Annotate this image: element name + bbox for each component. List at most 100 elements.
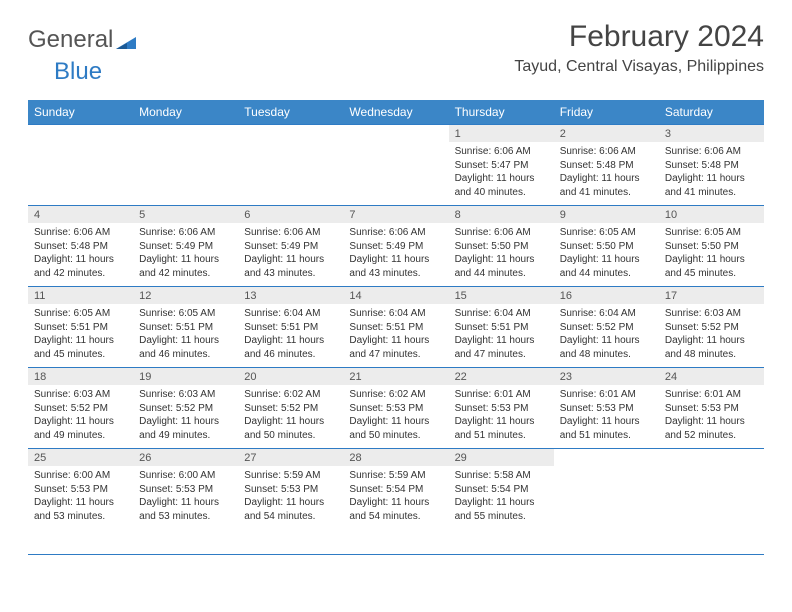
day-info-line: and 43 minutes. [244,267,337,281]
day-info-line: Sunset: 5:48 PM [560,159,653,173]
day-info-line: Sunrise: 6:06 AM [349,226,442,240]
day-content: Sunrise: 6:05 AMSunset: 5:51 PMDaylight:… [133,304,238,367]
day-content: Sunrise: 6:03 AMSunset: 5:52 PMDaylight:… [659,304,764,367]
day-info-line: Sunrise: 6:02 AM [349,388,442,402]
day-info-line: Sunset: 5:52 PM [139,402,232,416]
day-info-line: Sunset: 5:53 PM [455,402,548,416]
day-content: Sunrise: 5:59 AMSunset: 5:54 PMDaylight:… [343,466,448,529]
calendar-week-row: 18Sunrise: 6:03 AMSunset: 5:52 PMDayligh… [28,368,764,449]
day-info-line: Daylight: 11 hours [665,334,758,348]
day-info-line: Daylight: 11 hours [455,253,548,267]
day-info-line: Daylight: 11 hours [349,496,442,510]
day-info-line: Sunset: 5:53 PM [349,402,442,416]
day-info-line: Sunset: 5:51 PM [244,321,337,335]
calendar-day-cell [28,125,133,206]
day-info-line: and 55 minutes. [455,510,548,524]
calendar-day-cell [659,449,764,530]
day-info-line: Daylight: 11 hours [349,253,442,267]
day-number [659,449,764,466]
day-number: 14 [343,287,448,304]
day-info-line: Sunset: 5:49 PM [244,240,337,254]
day-info-line: Daylight: 11 hours [139,415,232,429]
day-number [28,125,133,142]
day-number: 21 [343,368,448,385]
day-info-line: Daylight: 11 hours [455,415,548,429]
calendar-day-cell: 29Sunrise: 5:58 AMSunset: 5:54 PMDayligh… [449,449,554,530]
day-info-line: Daylight: 11 hours [665,172,758,186]
day-number: 13 [238,287,343,304]
day-number [343,125,448,142]
day-info-line: and 49 minutes. [139,429,232,443]
calendar-day-cell: 7Sunrise: 6:06 AMSunset: 5:49 PMDaylight… [343,206,448,287]
day-info-line: Sunrise: 6:03 AM [139,388,232,402]
day-header: Saturday [659,100,764,125]
day-info-line: Sunrise: 6:01 AM [560,388,653,402]
day-info-line: Sunrise: 6:00 AM [139,469,232,483]
day-info-line: Sunset: 5:49 PM [139,240,232,254]
day-content: Sunrise: 6:00 AMSunset: 5:53 PMDaylight:… [133,466,238,529]
day-number: 25 [28,449,133,466]
day-info-line: Daylight: 11 hours [455,496,548,510]
calendar-week-row: 11Sunrise: 6:05 AMSunset: 5:51 PMDayligh… [28,287,764,368]
day-info-line: Sunset: 5:54 PM [349,483,442,497]
day-content: Sunrise: 6:05 AMSunset: 5:50 PMDaylight:… [659,223,764,286]
day-info-line: Sunrise: 6:06 AM [560,145,653,159]
day-info-line: and 44 minutes. [455,267,548,281]
day-info-line: and 51 minutes. [455,429,548,443]
day-info-line: Sunset: 5:50 PM [665,240,758,254]
day-header: Monday [133,100,238,125]
day-number: 28 [343,449,448,466]
day-info-line: Sunset: 5:51 PM [34,321,127,335]
day-info-line: Daylight: 11 hours [34,253,127,267]
calendar-week-row: 25Sunrise: 6:00 AMSunset: 5:53 PMDayligh… [28,449,764,530]
calendar-table: SundayMondayTuesdayWednesdayThursdayFrid… [28,100,764,529]
day-number: 10 [659,206,764,223]
day-info-line: and 42 minutes. [34,267,127,281]
day-content: Sunrise: 6:02 AMSunset: 5:53 PMDaylight:… [343,385,448,448]
day-info-line: Sunrise: 6:04 AM [244,307,337,321]
day-info-line: Daylight: 11 hours [349,334,442,348]
day-content: Sunrise: 6:04 AMSunset: 5:52 PMDaylight:… [554,304,659,367]
day-content: Sunrise: 6:05 AMSunset: 5:50 PMDaylight:… [554,223,659,286]
day-info-line: Daylight: 11 hours [244,334,337,348]
day-number: 20 [238,368,343,385]
day-info-line: and 54 minutes. [244,510,337,524]
day-number: 27 [238,449,343,466]
day-info-line: and 51 minutes. [560,429,653,443]
day-content: Sunrise: 6:04 AMSunset: 5:51 PMDaylight:… [238,304,343,367]
day-info-line: and 43 minutes. [349,267,442,281]
day-info-line: Sunrise: 6:01 AM [665,388,758,402]
day-info-line: Sunset: 5:51 PM [455,321,548,335]
day-info-line: Daylight: 11 hours [665,253,758,267]
day-info-line: Sunrise: 6:04 AM [455,307,548,321]
day-content: Sunrise: 6:00 AMSunset: 5:53 PMDaylight:… [28,466,133,529]
day-info-line: Sunset: 5:48 PM [665,159,758,173]
title-location: Tayud, Central Visayas, Philippines [514,58,764,76]
day-content: Sunrise: 6:06 AMSunset: 5:50 PMDaylight:… [449,223,554,286]
day-number: 15 [449,287,554,304]
day-number: 29 [449,449,554,466]
day-number: 1 [449,125,554,142]
day-info-line: Daylight: 11 hours [560,253,653,267]
day-header: Thursday [449,100,554,125]
day-info-line: Daylight: 11 hours [560,172,653,186]
day-content [238,142,343,151]
day-info-line: Sunrise: 6:05 AM [34,307,127,321]
day-number: 24 [659,368,764,385]
day-info-line: and 41 minutes. [560,186,653,200]
day-info-line: Daylight: 11 hours [34,496,127,510]
day-info-line: Daylight: 11 hours [560,334,653,348]
day-info-line: Daylight: 11 hours [139,496,232,510]
day-info-line: Sunrise: 6:06 AM [139,226,232,240]
calendar-day-cell: 23Sunrise: 6:01 AMSunset: 5:53 PMDayligh… [554,368,659,449]
day-info-line: and 52 minutes. [665,429,758,443]
day-info-line: Daylight: 11 hours [139,334,232,348]
day-info-line: Sunrise: 6:06 AM [244,226,337,240]
day-info-line: Daylight: 11 hours [455,334,548,348]
day-info-line: Daylight: 11 hours [34,334,127,348]
day-info-line: Sunset: 5:53 PM [34,483,127,497]
day-info-line: Daylight: 11 hours [244,253,337,267]
day-info-line: and 41 minutes. [665,186,758,200]
day-info-line: Sunset: 5:51 PM [139,321,232,335]
day-number: 23 [554,368,659,385]
